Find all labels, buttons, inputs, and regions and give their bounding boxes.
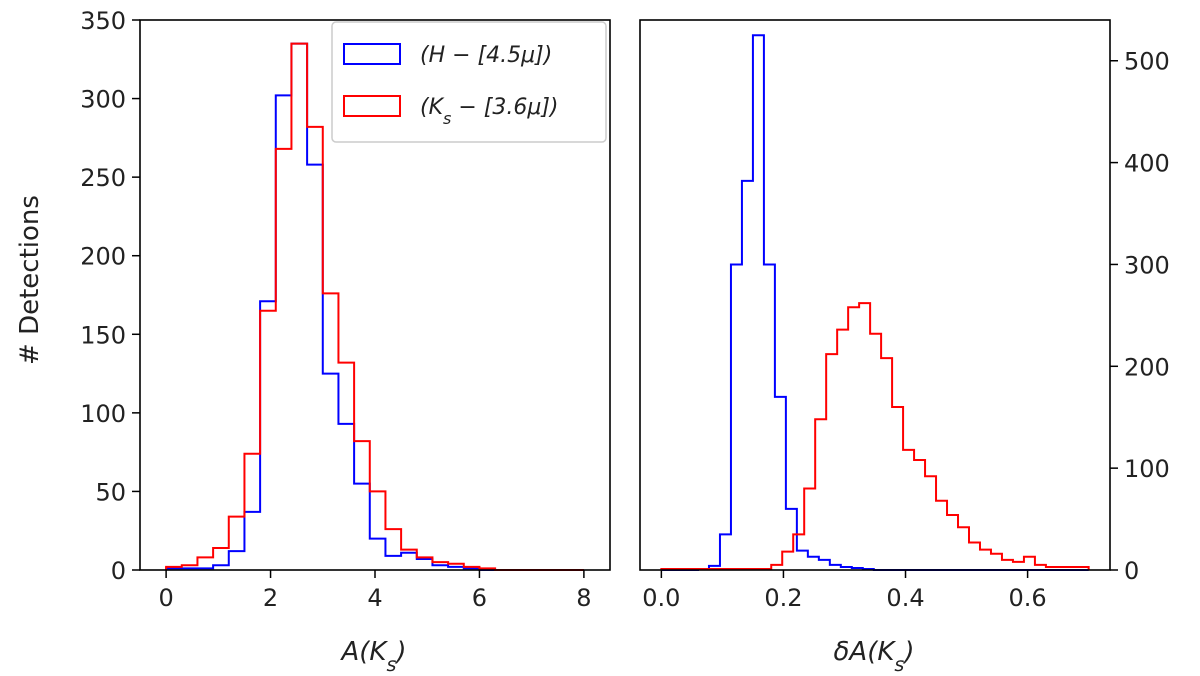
left-x-tick-label: 6 [472, 584, 487, 612]
left-x-tick-label: 8 [576, 584, 591, 612]
right-histogram-series-h-4-5 [661, 34, 1089, 571]
left-y-tick-label: 300 [80, 86, 126, 114]
left-y-tick-label: 150 [80, 321, 126, 349]
left-y-tick-label: 350 [80, 7, 126, 35]
left-y-axis-label: # Detections [15, 195, 45, 365]
right-x-tick-label: 0.4 [886, 584, 924, 612]
left-x-tick-label: 0 [158, 584, 173, 612]
right-x-axis-label: δA(Ks) [834, 637, 915, 676]
right-axes: 0.0 0.2 0.4 0.6 0 100 200 300 400 500 [639, 19, 1170, 612]
left-plot-area [165, 42, 584, 571]
right-y-tick-label: 300 [1124, 251, 1170, 279]
right-y-tick-label: 0 [1124, 557, 1139, 585]
right-histogram-panel: 0.0 0.2 0.4 0.6 0 100 200 300 400 500 δA(Ks) [639, 19, 1170, 676]
right-histogram-series-ks-3-6 [660, 302, 1090, 570]
right-x-tick-label: 0.6 [1009, 584, 1047, 612]
left-y-tick-label: 0 [111, 557, 126, 585]
left-histogram-series-h-4-5 [165, 42, 584, 571]
left-y-tick-label: 200 [80, 243, 126, 271]
legend-box [331, 21, 607, 143]
right-y-tick-label: 100 [1124, 455, 1170, 483]
left-y-tick-label: 100 [80, 400, 126, 428]
left-x-tick-label: 2 [263, 584, 278, 612]
left-histogram-panel: 0 2 4 6 8 0 50 100 150 200 250 300 350 A(Ks) # Detec… [15, 7, 611, 676]
legend-label-h-4-5: (H − [4.5μ]) [420, 43, 552, 68]
legend-label-ks-3-6: (Ks − [3.6μ]) [420, 95, 559, 128]
legend-swatch-ks-3-6 [343, 95, 401, 117]
legend: (H − [4.5μ]) (Ks − [3.6μ]) [331, 21, 607, 143]
left-y-tick-label: 250 [80, 164, 126, 192]
left-y-tick-label: 50 [95, 478, 126, 506]
right-x-tick-label: 0.0 [642, 584, 680, 612]
right-plot-area [660, 34, 1090, 571]
left-axes: 0 2 4 6 8 0 50 100 150 200 250 300 350 [80, 7, 611, 612]
left-x-axis-label: A(Ks) [339, 637, 406, 676]
right-axes-frame [639, 19, 1111, 571]
legend-swatch-h-4-5 [343, 43, 401, 65]
left-x-tick-label: 4 [367, 584, 382, 612]
right-y-tick-label: 500 [1124, 48, 1170, 76]
right-y-tick-label: 400 [1124, 150, 1170, 178]
left-histogram-series-ks-3-6 [165, 42, 584, 571]
right-y-tick-label: 200 [1124, 353, 1170, 381]
right-x-tick-label: 0.2 [764, 584, 802, 612]
